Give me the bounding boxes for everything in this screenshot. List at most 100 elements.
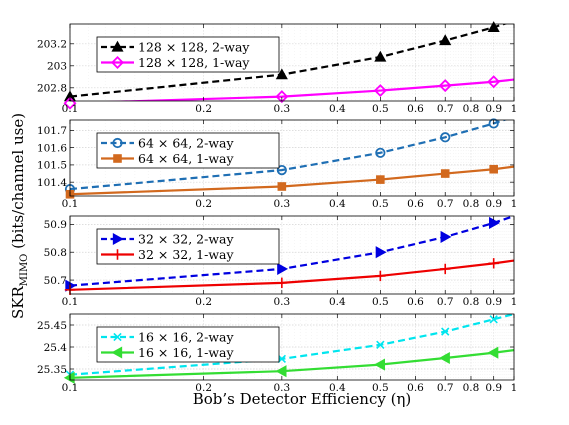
panel-2-series-2-point [440, 169, 450, 178]
panel-1-y-ticks: 202.8 203 203.2 [37, 39, 514, 95]
panel-3-series-2-point [375, 270, 386, 282]
y-axis-label-sub: MIMO [19, 254, 30, 287]
panel-2-y-tick-label: 101.7 [37, 125, 67, 137]
panel-1-x-tick-label: 1 [511, 103, 518, 115]
panel-3-x-tick-label: 0.8 [463, 296, 480, 308]
panel-3-legend-label-1: 32 × 32, 2-way [138, 231, 235, 246]
panel-1: 0.1 0.2 0.3 0.4 0.5 0.6 0.7 0.8 0.9 1 202.8 203 203.… [37, 21, 517, 115]
panel-3-x-tick-label: 0.1 [62, 296, 79, 308]
panel-4-legend-marker-2 [111, 346, 123, 359]
panel-4-y-tick-label: 25.35 [37, 364, 67, 376]
panel-1-series-2-point [63, 96, 77, 110]
panel-3-series-1-point [489, 216, 500, 230]
panel-1-x-tick-label: 0.7 [437, 103, 454, 115]
panel-3: 0.1 0.2 0.3 0.4 0.5 0.6 0.7 0.8 0.9 1 50.7 50.8 50.9… [44, 215, 518, 308]
panel-2-x-tick-label: 0.2 [195, 198, 212, 210]
panel-1-y-tick-label: 203 [47, 61, 67, 73]
panel-2-x-tick-label: 0.6 [407, 198, 424, 210]
panel-1-legend-label-2: 128 × 128, 1-way [138, 55, 250, 70]
panel-1-series-2-point [487, 75, 501, 89]
panel-2-y-tick-label: 101.5 [37, 160, 67, 172]
panel-1-legend-label-1: 128 × 128, 2-way [138, 39, 250, 54]
panel-4-series-2-point [275, 365, 287, 378]
panel-3-legend-marker-2 [112, 249, 123, 260]
panel-2-x-ticks: 0.1 0.2 0.3 0.4 0.5 0.6 0.7 0.8 0.9 1 [62, 120, 518, 210]
panel-1-series-1-point [374, 50, 387, 62]
panel-3-series-1-point [277, 262, 289, 275]
panel-3-y-tick-label: 50.9 [44, 219, 67, 231]
panel-2-series-1-point [375, 147, 386, 158]
panel-3-x-tick-label: 0.4 [329, 296, 346, 308]
panel-4-x-tick-label: 0.3 [273, 382, 290, 394]
panel-4-x-tick-label: 1 [511, 382, 518, 394]
y-axis-label-rest: (bits/channel use) [9, 113, 27, 254]
panel-4-y-tick-label: 25.45 [37, 320, 67, 332]
panel-2-legend-box [96, 132, 280, 169]
panel-1-legend-marker-1 [111, 40, 124, 52]
panel-3-legend-marker-1 [112, 232, 124, 246]
panel-1-x-tick-label: 0.8 [463, 103, 480, 115]
panel-1-x-tick-label: 0.1 [62, 103, 79, 115]
panel-3-x-ticks: 0.1 0.2 0.3 0.4 0.5 0.6 0.7 0.8 0.9 1 [62, 216, 518, 308]
panel-4-y-tick-label: 25.4 [44, 342, 68, 354]
panel-4-legend-box [96, 326, 280, 363]
x-axis-label: Bob’s Detector Efficiency (η) [193, 390, 412, 408]
panel-3-series-1-point [375, 246, 387, 259]
panel-3-x-tick-label: 0.9 [485, 296, 502, 308]
panel-1-series-2-point [438, 79, 452, 93]
panel-2-x-tick-label: 1 [511, 198, 518, 210]
panel-3-y-tick-label: 50.7 [44, 275, 67, 287]
panel-2-x-tick-label: 0.1 [62, 198, 79, 210]
panel-3-series-2-point [440, 263, 451, 275]
panel-1-x-tick-label: 0.2 [195, 103, 212, 115]
panel-1-y-tick-label: 203.2 [37, 39, 67, 51]
panel-4-series-2-point [487, 346, 499, 359]
panel-2-y-ticks: 101.4 101.5 101.6 101.7 [37, 125, 514, 189]
panel-1-x-tick-label: 0.9 [485, 103, 502, 115]
panel-1-series-2-point [373, 84, 387, 98]
panel-1-legend-box [96, 36, 280, 73]
panel-2-x-tick-label: 0.5 [372, 198, 389, 210]
panel-1-x-tick-label: 0.4 [329, 103, 346, 115]
panel-4-x-tick-label: 0.1 [62, 382, 79, 394]
panel-4-legend-marker-1 [113, 332, 122, 342]
y-axis-label: SKRMIMO (bits/channel use) [9, 113, 30, 319]
panel-3-axes-box [69, 215, 515, 295]
panel-1-axes-box [69, 23, 515, 102]
panel-2-legend-marker-2 [113, 154, 122, 163]
panel-4-x-tick-label: 0.6 [407, 382, 424, 394]
panel-1-x-tick-label: 0.3 [273, 103, 290, 115]
panel-3-y-ticks: 50.7 50.8 50.9 [44, 219, 514, 287]
panel-1-x-tick-label: 0.5 [372, 103, 389, 115]
panel-4-y-ticks: 25.35 25.4 25.45 [37, 320, 514, 376]
panel-2-series-2-point [376, 175, 385, 184]
panel-4-series-2-point [374, 358, 386, 371]
panel-1-series-1-point [439, 34, 452, 46]
panel-2-legend-label-1: 64 × 64, 2-way [138, 135, 235, 150]
panel-3-x-tick-label: 1 [511, 296, 518, 308]
y-axis-label-main: SKR [9, 286, 27, 319]
panel-4-series-1-point [277, 354, 287, 364]
panel-2-series-1-point [440, 132, 451, 143]
panel-4: 0.1 0.2 0.3 0.4 0.5 0.6 0.7 0.8 0.9 125.3525.425.… [37, 313, 518, 394]
panel-4-x-tick-label: 0.2 [195, 382, 212, 394]
panel-2-series-2-point [277, 182, 287, 191]
panel-3-legend-label-2: 32 × 32, 1-way [138, 247, 235, 262]
chart-panels: 0.1 0.2 0.3 0.4 0.5 0.6 0.7 0.8 0.9 1 202.8 203 203.… [37, 21, 517, 394]
panel-1-series-1-point [275, 68, 288, 80]
panel-4-x-tick-label: 0.8 [463, 382, 480, 394]
panel-3-legend-box [96, 228, 280, 265]
panel-2-series-1-point [488, 118, 499, 129]
panel-3-x-tick-label: 0.7 [437, 296, 454, 308]
panel-2-y-tick-label: 101.6 [37, 142, 67, 154]
panel-2-series-1-point [276, 164, 287, 176]
panel-4-x-tick-label: 0.7 [437, 382, 454, 394]
panel-3-series-2-point [488, 258, 499, 269]
panel-2-y-tick-label: 101.4 [37, 177, 67, 189]
panel-2-x-tick-label: 0.3 [273, 198, 290, 210]
panel-1-series-2-point [275, 90, 289, 104]
panel-1-series-2-line [105, 78, 514, 101]
panel-4-legend-label-2: 16 × 16, 1-way [138, 345, 235, 360]
